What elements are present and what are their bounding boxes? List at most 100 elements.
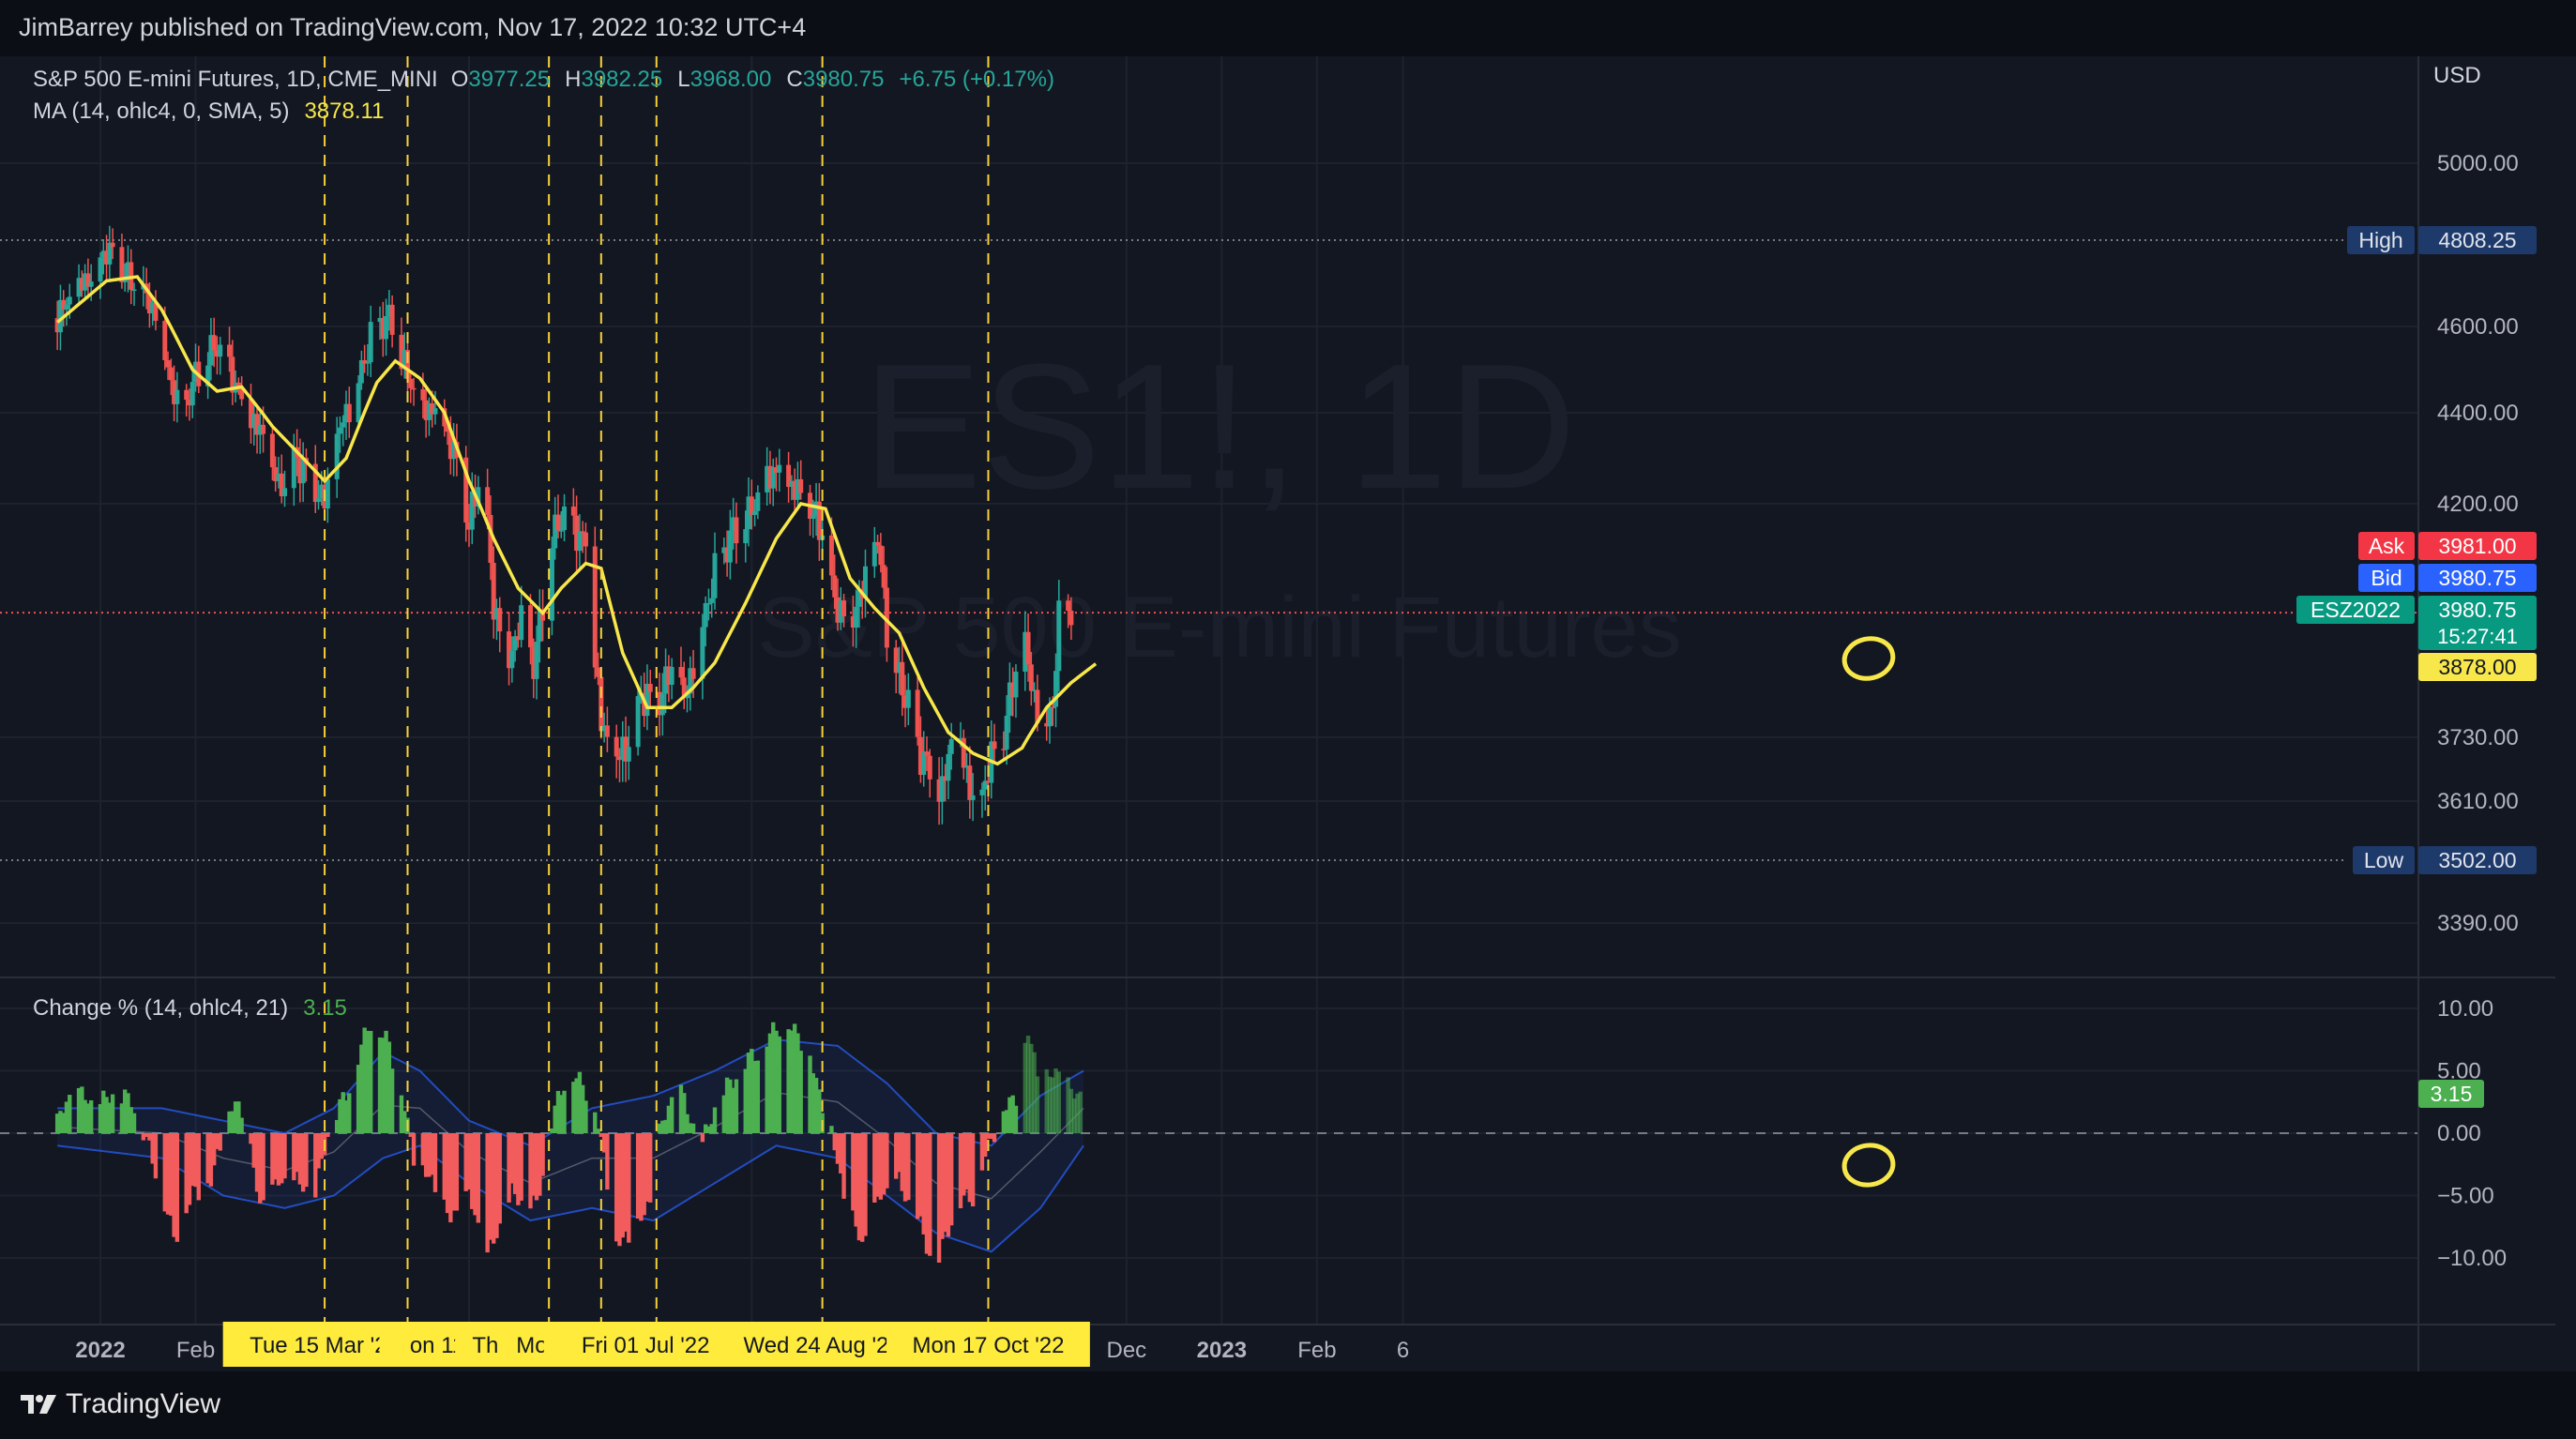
candle-body-150 [700,627,705,679]
candle-body-214 [970,795,976,800]
change-bar-237 [1071,1098,1077,1133]
candle-body-229 [1035,689,1040,723]
chart-canvas[interactable]: ES1!, 1D S&P 500 E-mini Futures USD 5000… [0,0,2576,1371]
candle-body-107 [512,636,518,651]
candle-body-131 [616,756,622,761]
candle-body-171 [789,480,795,488]
time-axis[interactable]: 2022FebMayAugDec2023Feb6Tue 15 Mar '22on… [75,1322,1409,1367]
candle-body-76 [380,318,386,340]
legend-symbol[interactable]: S&P 500 E-mini Futures, 1D, CME_MINI [33,67,438,92]
change-bar-230 [1044,1068,1049,1133]
change-bar-78 [386,1041,392,1133]
footer-bar: TradingView [0,1371,2576,1439]
change-bar-49 [261,1133,265,1201]
candle-body-118 [558,530,564,532]
change-tick-3: −5.00 [2437,1184,2494,1209]
candle-body-189 [862,566,868,598]
candle-body-16 [122,280,128,282]
candle-body-133 [623,736,629,762]
candle-body-87 [426,402,432,420]
change-bar-17 [126,1093,130,1133]
change-bar-69 [347,1093,352,1133]
candle-body-108 [515,636,521,641]
change-bar-209 [948,1133,954,1226]
indicator-label: Change % (14, ohlc4, 21) [33,995,288,1021]
change-bar-142 [663,1119,668,1133]
change-bar-233 [1053,1068,1058,1133]
change-bar-61 [316,1133,321,1169]
candle-body-225 [1023,631,1028,672]
candle-body-89 [432,408,438,415]
candle-body-75 [377,318,383,323]
publish-bar: JimBarrey published on TradingView.com, … [0,0,2576,56]
candle-body-182 [835,597,841,623]
last-value-text: 3980.75 [2438,598,2516,622]
change-bar-174 [798,1051,803,1133]
candle-body-168 [774,467,779,473]
legend-h-label: H [565,67,581,92]
change-bar-20 [141,1133,146,1141]
circle-annotation-change [1841,1143,1896,1188]
change-bar-166 [767,1033,773,1133]
price-tick-3: 4200.00 [2437,492,2519,517]
legend: S&P 500 E-mini Futures, 1D, CME_MINI O397… [33,67,1054,1021]
change-bar-51 [273,1133,278,1180]
last-countdown-text: 15:27:41 [2437,625,2518,648]
change-bar-198 [902,1133,908,1202]
change-bar-40 [227,1111,232,1133]
change-bar-93 [451,1133,456,1211]
change-bar-66 [338,1098,342,1133]
tradingview-logo[interactable]: TradingView [19,1388,220,1420]
change-bar-24 [153,1133,159,1179]
change-bar-65 [334,1119,340,1133]
candle-body-2 [61,299,67,311]
change-bar-189 [863,1133,868,1236]
legend-ma-line[interactable]: MA (14, ohlc4, 0, SMA, 5) 3878.11 [33,98,384,124]
change-bar-239 [1078,1091,1083,1133]
candle-body-127 [599,676,604,732]
change-bar-87 [427,1133,432,1177]
candle-body-110 [528,605,533,648]
change-bar-218 [989,1133,993,1140]
candle-body-32 [189,382,195,406]
change-bar-52 [276,1133,281,1186]
candle-body-9 [88,281,94,287]
change-bar-136 [639,1133,644,1221]
legend-indicator-line[interactable]: Change % (14, ohlc4, 21) 3.15 [33,995,347,1021]
price-axis[interactable]: USD 5000.00 4600.00 4400.00 4200.00 3730.00 3… [2433,63,2519,1271]
change-bar-19 [131,1113,137,1133]
candle-body-153 [709,598,715,603]
candle-body-193 [881,565,886,588]
change-bar-196 [897,1133,902,1173]
change-bar-181 [832,1133,837,1151]
change-bar-48 [258,1133,263,1204]
candle-body-205 [936,779,942,802]
candle-body-190 [871,541,877,567]
candle-body-185 [850,616,856,629]
candle-body-180 [828,535,834,576]
candle-body-224 [1013,671,1019,698]
candle-body-31 [187,400,192,406]
candle-body-38 [214,350,220,357]
candle-body-157 [727,530,733,563]
time-tick-6: Feb [1297,1338,1336,1363]
change-bar-8 [85,1103,91,1133]
candle-body-19 [131,289,137,292]
candle-body-130 [614,736,619,757]
candle-body-198 [902,695,908,708]
publish-info: JimBarrey published on TradingView.com, … [19,13,807,41]
change-bar-15 [119,1103,125,1133]
change-bar-68 [343,1100,349,1133]
candle-body-187 [856,590,862,607]
watermark-symbol: ES1!, 1D [863,327,1576,526]
candle-body-65 [334,433,340,479]
change-bar-102 [492,1133,496,1244]
change-bar-85 [420,1133,426,1166]
change-bar-92 [448,1133,453,1223]
change-bar-95 [463,1133,468,1191]
change-bar-135 [635,1133,641,1219]
ask-value-bg [2418,532,2537,560]
candle-body-37 [211,335,217,351]
change-bar-229 [1035,1076,1040,1133]
candle-body-39 [218,344,223,357]
